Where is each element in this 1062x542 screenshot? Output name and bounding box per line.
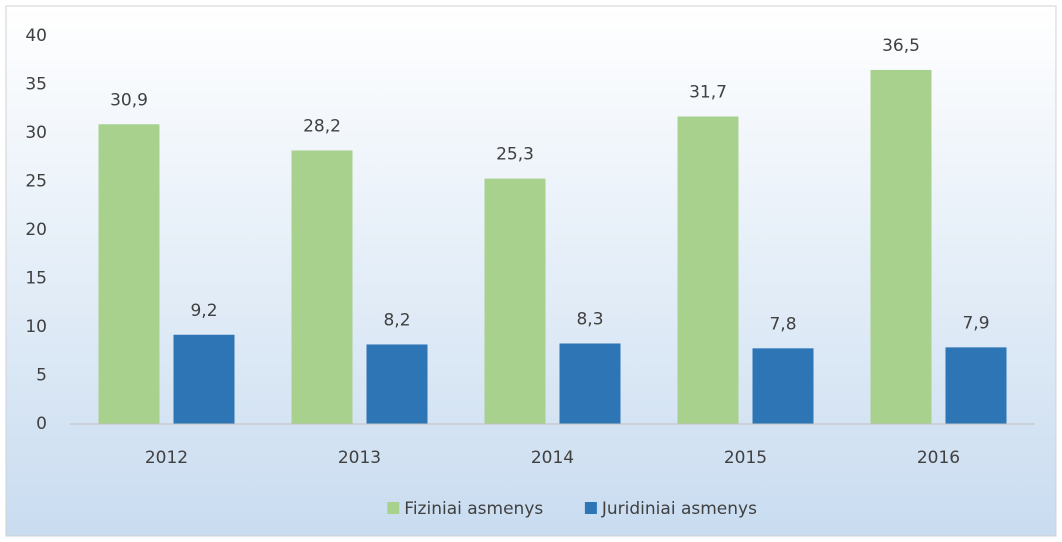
value-label: 25,3 [496, 145, 534, 165]
x-tick-label: 2016 [917, 448, 960, 468]
bar [291, 150, 353, 424]
legend-swatch [584, 502, 597, 514]
y-tick-label: 5 [36, 366, 47, 386]
bar [173, 334, 235, 424]
y-tick-label: 15 [25, 269, 47, 289]
value-label: 36,5 [882, 36, 920, 56]
bar [559, 343, 621, 424]
value-label: 7,8 [769, 314, 796, 334]
x-tick-label: 2012 [145, 448, 188, 468]
bar [98, 124, 160, 425]
y-tick-label: 10 [25, 317, 47, 337]
value-label: 8,2 [383, 310, 410, 330]
value-label: 7,9 [962, 313, 989, 333]
legend-label: Fiziniai asmenys [404, 499, 543, 519]
y-tick-label: 40 [25, 26, 47, 46]
value-label: 28,2 [303, 116, 341, 136]
y-tick-label: 35 [25, 75, 47, 95]
y-tick-label: 0 [36, 414, 47, 434]
bar [945, 347, 1007, 424]
value-label: 31,7 [689, 83, 727, 103]
value-label: 30,9 [110, 90, 148, 110]
y-tick-label: 20 [25, 220, 47, 240]
x-tick-label: 2013 [338, 448, 381, 468]
bar [677, 116, 739, 424]
value-label: 9,2 [190, 301, 217, 321]
bar [870, 69, 932, 424]
x-tick-label: 2015 [724, 448, 767, 468]
value-label: 8,3 [576, 309, 603, 329]
bar [366, 344, 428, 424]
bar [752, 348, 814, 424]
y-tick-label: 30 [25, 123, 47, 143]
legend-label: Juridiniai asmenys [601, 499, 757, 519]
legend-swatch [387, 502, 400, 514]
y-tick-label: 25 [25, 172, 47, 192]
bar [484, 178, 546, 424]
x-tick-label: 2014 [531, 448, 574, 468]
